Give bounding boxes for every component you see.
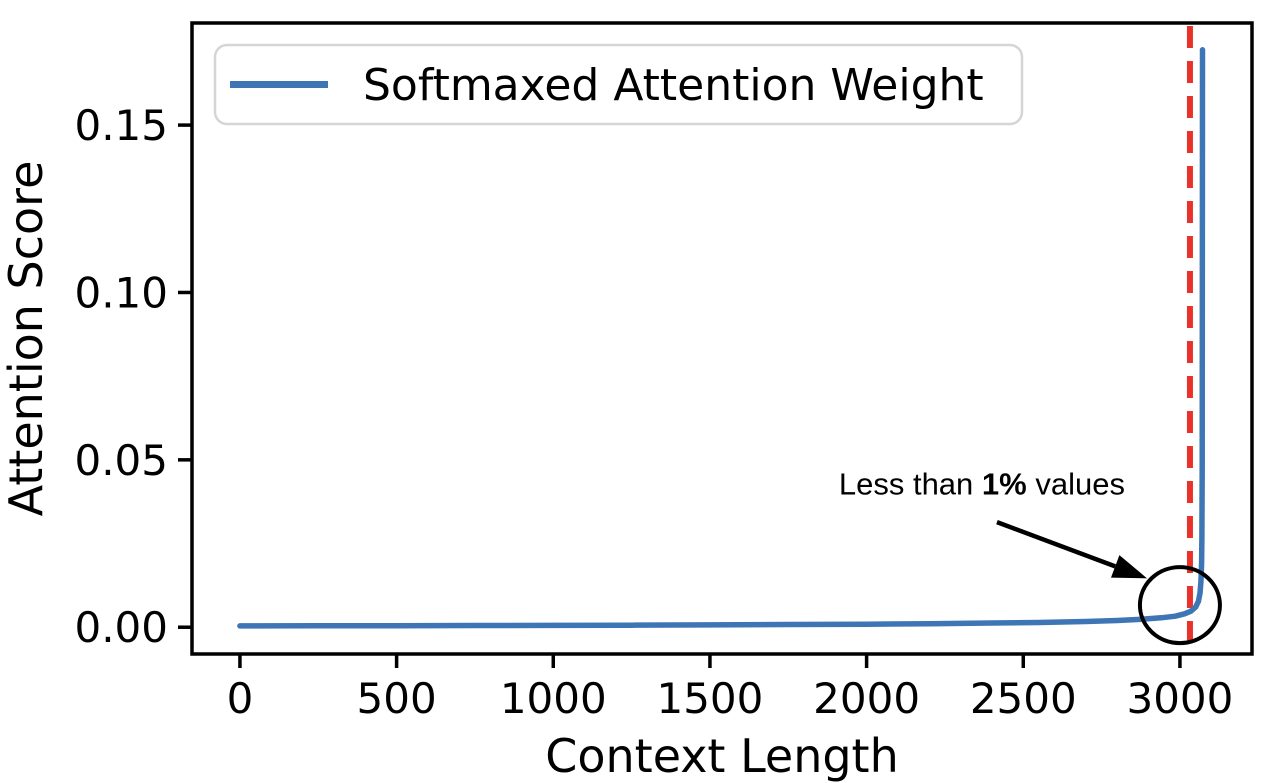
legend-box xyxy=(213,43,1024,126)
x-tick-label: 3000 xyxy=(1126,674,1233,723)
y-tick-label: 0.15 xyxy=(74,101,168,150)
y-tick-label: 0.00 xyxy=(74,603,168,652)
plot-border xyxy=(190,21,1254,656)
annotation-arrow-head xyxy=(1110,555,1148,579)
y-tick-label: 0.10 xyxy=(74,268,168,317)
annotation-circle xyxy=(1137,565,1222,646)
y-axis-label: Attention Score xyxy=(0,161,53,517)
x-tick-label: 500 xyxy=(357,674,437,723)
x-tick-label: 2000 xyxy=(813,674,920,723)
legend: Softmaxed Attention Weight xyxy=(213,43,1024,126)
x-tick-label: 1000 xyxy=(500,674,607,723)
x-tick-label: 0 xyxy=(227,674,254,723)
legend-label: Softmaxed Attention Weight xyxy=(363,60,984,111)
series-line xyxy=(237,47,1206,629)
x-tick-label: 2500 xyxy=(970,674,1077,723)
annotation-arrow-shaft xyxy=(996,520,1116,569)
x-tick-label: 1500 xyxy=(656,674,763,723)
x-axis-label: Context Length xyxy=(545,729,899,783)
y-tick-label: 0.05 xyxy=(74,436,168,485)
annotation-text: Less than 1% values xyxy=(839,466,1125,501)
